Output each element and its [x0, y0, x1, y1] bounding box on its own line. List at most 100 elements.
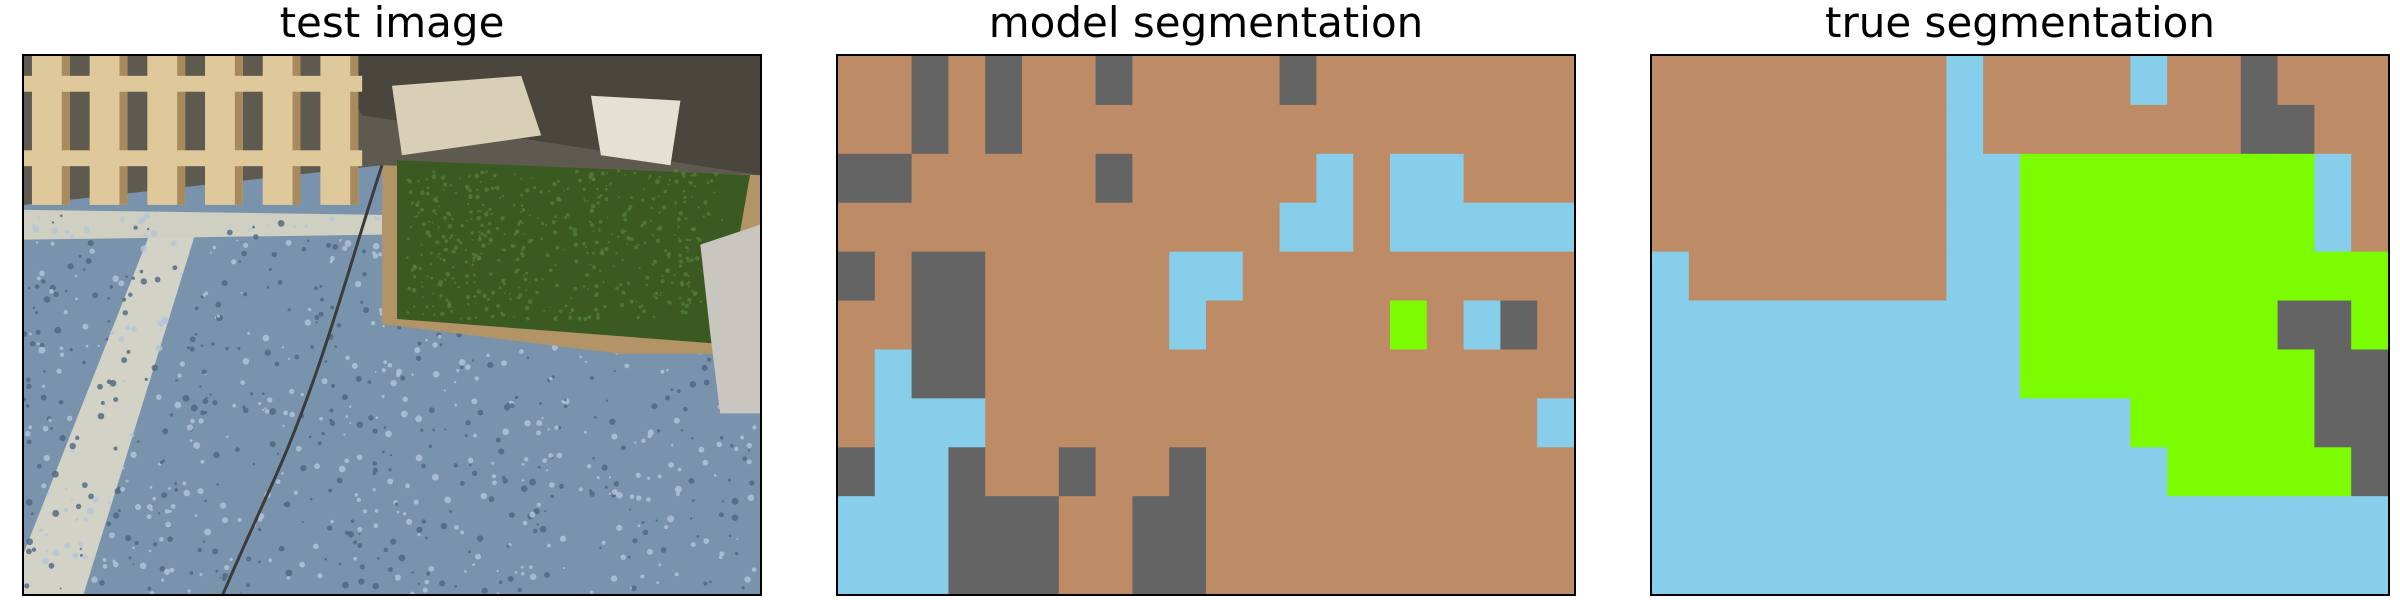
segment-cell-brown-region: [1242, 447, 1281, 497]
segment-cell-gray-region: [948, 496, 986, 546]
segment-cell-sky-blue-region: [2093, 545, 2131, 594]
segment-cell-sky-blue-region: [874, 398, 913, 448]
segment-cell-sky-blue-region: [1946, 202, 1984, 253]
test-image-title: test image: [279, 0, 505, 47]
segment-cell-brown-region: [1463, 496, 1501, 546]
segment-cell-brown-region: [1652, 153, 1690, 204]
segment-cell-gray-region: [1132, 496, 1170, 546]
segment-cell-brown-region: [1316, 349, 1354, 399]
cloth-item: [700, 224, 760, 414]
segment-cell-brown-region: [1058, 349, 1097, 399]
segment-cell-gray-region: [1169, 447, 1207, 497]
segment-cell-sky-blue-region: [1946, 104, 1984, 155]
segment-cell-brown-region: [1836, 104, 1874, 155]
segment-cell-brown-region: [1058, 153, 1097, 204]
segment-cell-brown-region: [1836, 56, 1874, 106]
segment-cell-brown-region: [1872, 251, 1911, 302]
segment-cell-lime-green-region: [2020, 251, 2058, 302]
segment-cell-lime-green-region: [2093, 349, 2131, 399]
segment-cell-sky-blue-region: [2020, 496, 2058, 546]
fence-plank-edge: [177, 56, 186, 205]
segment-cell-gray-region: [1500, 300, 1538, 351]
segment-cell-gray-region: [2277, 300, 2315, 351]
segment-cell-brown-region: [1058, 398, 1097, 448]
segment-cell-brown-region: [1316, 104, 1354, 155]
segment-cell-sky-blue-region: [2020, 545, 2058, 594]
segment-cell-brown-region: [1463, 349, 1501, 399]
segment-cell-brown-region: [838, 104, 876, 155]
segment-cell-brown-region: [1206, 300, 1244, 351]
segment-cell-brown-region: [838, 56, 876, 106]
segment-cell-brown-region: [1537, 56, 1574, 106]
segment-cell-brown-region: [1537, 545, 1574, 594]
segment-cell-gray-region: [911, 300, 949, 351]
segment-cell-sky-blue-region: [1946, 398, 1984, 448]
segment-cell-lime-green-region: [2130, 349, 2168, 399]
segment-cell-sky-blue-region: [1872, 447, 1911, 497]
segment-cell-brown-region: [1279, 153, 1317, 204]
segment-cell-lime-green-region: [2204, 300, 2242, 351]
segment-cell-brown-region: [2093, 56, 2131, 106]
segment-cell-brown-region: [1762, 202, 1800, 253]
segment-cell-sky-blue-region: [1909, 300, 1947, 351]
floor-strip-horizontal: [24, 209, 383, 240]
segment-cell-sky-blue-region: [1688, 545, 1727, 594]
segment-cell-brown-region: [1022, 153, 1060, 204]
fence-plank-edge: [61, 56, 70, 205]
segment-cell-sky-blue-region: [1872, 496, 1911, 546]
segment-cell-gray-region: [2240, 56, 2279, 106]
segment-cell-brown-region: [1500, 447, 1538, 497]
segment-cell-sky-blue-region: [1390, 202, 1428, 253]
segment-cell-gray-region: [911, 56, 949, 106]
segment-cell-brown-region: [874, 56, 913, 106]
segment-cell-brown-region: [1316, 300, 1354, 351]
segment-cell-brown-region: [1426, 56, 1465, 106]
segment-cell-lime-green-region: [2204, 202, 2242, 253]
segment-cell-brown-region: [1316, 251, 1354, 302]
segment-cell-brown-region: [1725, 56, 1763, 106]
segment-cell-brown-region: [1390, 251, 1428, 302]
segment-cell-brown-region: [1537, 300, 1574, 351]
segment-cell-gray-region: [985, 104, 1023, 155]
segment-cell-brown-region: [1390, 56, 1428, 106]
segment-cell-gray-region: [1132, 545, 1170, 594]
segment-cell-brown-region: [1206, 545, 1244, 594]
segment-cell-lime-green-region: [1390, 300, 1428, 351]
segment-cell-brown-region: [1095, 447, 1133, 497]
segment-cell-brown-region: [1242, 153, 1281, 204]
segment-cell-lime-green-region: [2093, 153, 2131, 204]
segment-cell-brown-region: [1909, 153, 1947, 204]
segment-cell-brown-region: [1242, 202, 1281, 253]
segment-cell-brown-region: [1426, 349, 1465, 399]
segment-cell-sky-blue-region: [2277, 496, 2315, 546]
segment-cell-brown-region: [1316, 398, 1354, 448]
segment-cell-brown-region: [1353, 545, 1391, 594]
segment-cell-sky-blue-region: [2020, 447, 2058, 497]
segment-cell-gray-region: [2314, 349, 2352, 399]
segment-cell-brown-region: [985, 349, 1023, 399]
segment-cell-brown-region: [1206, 202, 1244, 253]
segment-cell-brown-region: [2277, 56, 2315, 106]
true-segmentation-frame: [1650, 54, 2390, 596]
segment-cell-brown-region: [1206, 398, 1244, 448]
segment-cell-sky-blue-region: [874, 349, 913, 399]
segment-cell-brown-region: [1983, 104, 2021, 155]
segment-cell-brown-region: [1058, 104, 1097, 155]
segment-cell-brown-region: [1463, 398, 1501, 448]
cable: [221, 164, 384, 594]
segment-cell-lime-green-region: [2130, 202, 2168, 253]
segment-cell-brown-region: [985, 202, 1023, 253]
segment-cell-brown-region: [1169, 153, 1207, 204]
segment-cell-brown-region: [1799, 202, 1837, 253]
segment-cell-brown-region: [1463, 447, 1501, 497]
segment-cell-sky-blue-region: [1725, 349, 1763, 399]
segment-cell-brown-region: [1799, 104, 1837, 155]
model-segmentation-frame: [836, 54, 1576, 596]
segment-cell-sky-blue-region: [874, 545, 913, 594]
segment-cell-brown-region: [2056, 56, 2095, 106]
segment-cell-sky-blue-region: [2314, 496, 2352, 546]
segment-cell-lime-green-region: [2314, 251, 2352, 302]
segment-cell-brown-region: [1652, 202, 1690, 253]
segment-cell-sky-blue-region: [1762, 349, 1800, 399]
segment-cell-lime-green-region: [2093, 202, 2131, 253]
